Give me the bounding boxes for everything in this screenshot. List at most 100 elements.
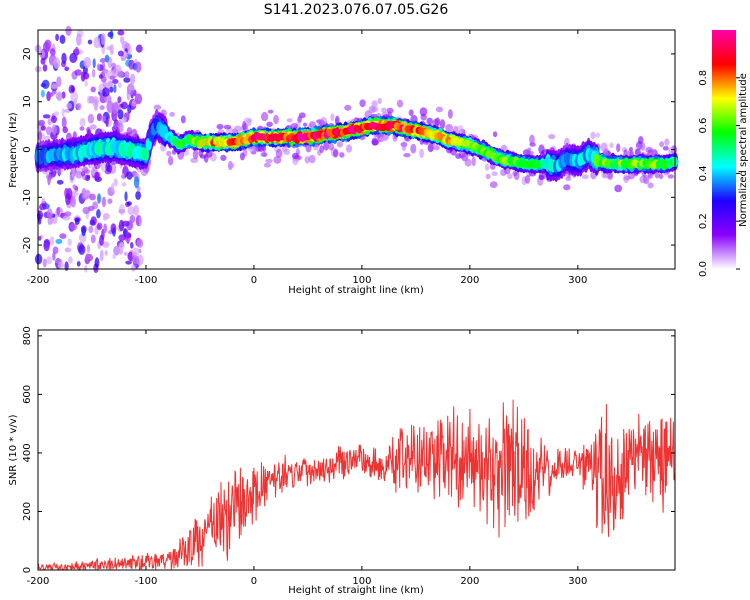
y-tick-label: 800	[22, 326, 33, 345]
y-tick-label: -20	[22, 237, 33, 253]
spectrogram-cell	[111, 62, 117, 69]
spectrogram-cell	[99, 58, 106, 63]
snr-frame	[37, 329, 676, 571]
spectrogram-cell	[456, 130, 463, 135]
spectrogram-cell	[118, 204, 126, 216]
spectrogram-cell	[69, 223, 78, 231]
spectrogram-cell	[99, 93, 104, 100]
spectrogram-cell	[57, 261, 64, 269]
spectrogram-cell	[127, 44, 132, 56]
spectrogram-cell	[87, 39, 93, 45]
spectrogram-cell	[123, 251, 128, 256]
spectrogram-cell	[79, 126, 85, 131]
spectrogram-cell	[275, 148, 283, 158]
colorbar-tick-label: 0.2	[698, 213, 709, 229]
spectrogram-cell	[419, 148, 424, 159]
spectrogram-cell	[126, 83, 135, 95]
spectrogram-cell	[107, 198, 113, 204]
spectrogram-cell	[110, 223, 117, 234]
spectrogram-cell	[44, 39, 52, 50]
spectrogram-cell	[565, 176, 572, 181]
spectrogram-cell	[368, 105, 376, 114]
spectrogram-cell	[82, 192, 89, 198]
spectrogram-cell	[52, 251, 56, 261]
spectrogram-cell	[112, 79, 119, 84]
spectrogram-cell	[371, 100, 378, 108]
x-tick-label: 300	[568, 275, 587, 286]
spectrogram-cell	[500, 144, 508, 151]
y-tick-label: 10	[22, 95, 33, 108]
spectrogram-cell	[563, 184, 571, 191]
spectrogram-cell	[426, 117, 434, 125]
spectrogram-cell	[106, 100, 114, 113]
spectrogram-cell	[427, 143, 434, 153]
spectrogram-cell	[548, 133, 556, 140]
spectrogram-cell	[220, 154, 227, 161]
snr-y-axis-label: SNR (10 * v/v)	[8, 414, 19, 485]
spectrogram-cell	[659, 141, 664, 148]
spectrogram-cell	[461, 152, 469, 162]
spectrogram-cell	[513, 171, 520, 181]
spectrogram-cell	[87, 113, 95, 124]
spectrogram-cell	[53, 111, 60, 117]
spectrogram-cell	[419, 107, 428, 117]
spectrogram-cell	[50, 83, 59, 89]
x-tick-label: -100	[135, 275, 158, 286]
spectrogram-cell	[319, 145, 325, 154]
spectrogram-cell	[49, 236, 55, 246]
spectrogram-cell	[102, 68, 109, 74]
spectrogram-cell	[100, 32, 106, 45]
spectrogram-cell	[109, 86, 114, 93]
spectrogram-cell	[645, 146, 654, 153]
x-tick-label: -200	[27, 576, 50, 587]
colorbar-label: Normalized spectral amplitude	[738, 73, 749, 227]
spectrogram-cell	[125, 260, 132, 265]
spectrogram-cell	[86, 126, 91, 133]
spectrogram-cell	[103, 223, 108, 234]
spectrogram-cell	[345, 144, 353, 153]
spectrogram-cell	[62, 215, 71, 221]
spectrogram-cell	[109, 44, 114, 56]
spectrogram-cell	[61, 91, 66, 99]
y-tick-label: 600	[22, 385, 33, 404]
spectrogram-cell	[47, 218, 51, 226]
spectrogram-cell	[435, 106, 443, 113]
spectrogram-cell	[90, 234, 96, 244]
spectrogram-cell	[86, 244, 90, 253]
spectrogram-cell	[121, 173, 125, 180]
spectrogram-cell	[485, 173, 491, 180]
spectrogram-cell	[647, 182, 654, 189]
snr-y-ticks: 0 200 400 600 800	[22, 326, 675, 573]
spectrogram-cell	[56, 91, 63, 102]
spectrogram-cell	[70, 91, 79, 103]
spectrogram-cell	[40, 89, 45, 98]
spectrogram-cell	[127, 206, 135, 216]
spectrogram-cell	[92, 58, 96, 69]
spectrogram-cell	[69, 173, 75, 184]
spectrogram-cell	[104, 169, 112, 175]
spectrogram-cell	[452, 149, 457, 156]
spectrogram-cell	[130, 242, 134, 249]
spectrogram-cell	[260, 152, 268, 157]
y-tick-label: 200	[22, 502, 33, 521]
spectrogram-y-ticks: -20 -10 0 10 20	[22, 48, 675, 253]
spectrogram-cell	[69, 52, 78, 64]
spectrogram-cell	[386, 107, 394, 114]
spectrogram-cell	[273, 156, 282, 164]
spectrogram-cell	[403, 153, 411, 158]
y-tick-label: 0	[22, 567, 33, 573]
spectrogram-cell	[102, 241, 110, 248]
spectrogram-cell	[126, 171, 133, 180]
spectrogram-cell	[527, 147, 532, 152]
spectrogram-cell	[167, 155, 174, 166]
spectrogram-cell	[55, 33, 59, 42]
spectrogram-cell	[42, 64, 48, 72]
snr-series-line	[37, 399, 676, 572]
spectrogram-cell	[117, 70, 125, 78]
spectrogram-cell	[91, 68, 96, 78]
spectrogram-cell	[100, 249, 104, 262]
spectrogram-cell	[297, 115, 302, 124]
spectrogram-cell	[118, 219, 125, 232]
spectrogram-cell	[658, 173, 664, 180]
